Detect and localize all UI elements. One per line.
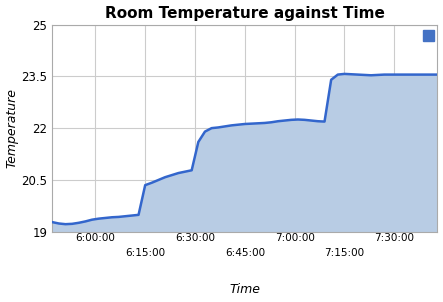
X-axis label: Time: Time — [229, 284, 260, 297]
Y-axis label: Temperature: Temperature — [6, 88, 19, 168]
Title: Room Temperature against Time: Room Temperature against Time — [105, 5, 385, 21]
Legend:  — [423, 29, 434, 43]
